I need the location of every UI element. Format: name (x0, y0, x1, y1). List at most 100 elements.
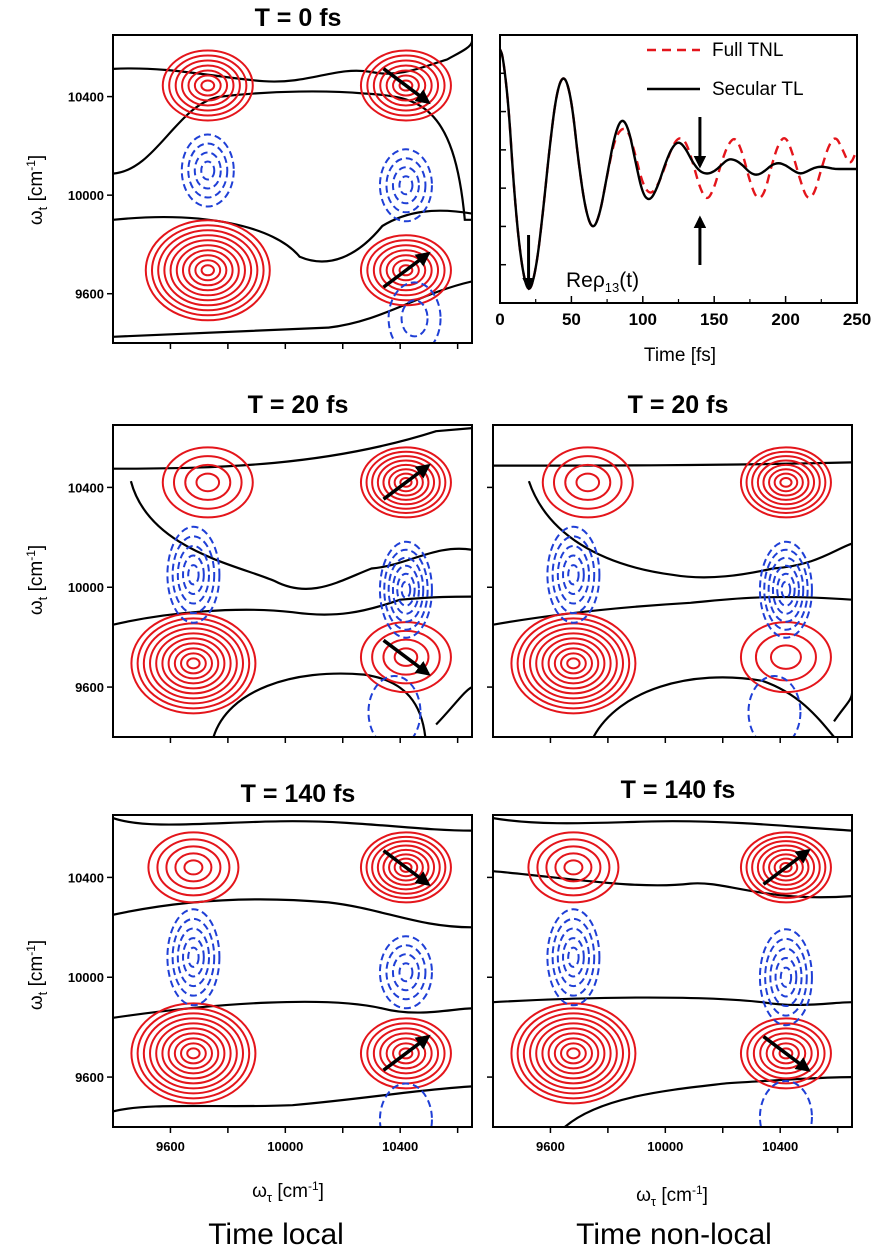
positive-contour (161, 637, 226, 690)
panel-title-bottom-right: T = 140 fs (621, 776, 736, 804)
positive-contour (560, 1042, 587, 1065)
svg-text:ωt [cm-1]: ωt [cm-1] (24, 545, 50, 615)
negative-contour (385, 157, 427, 214)
zero-contour (212, 672, 427, 737)
positive-contour (376, 459, 436, 506)
positive-contour (144, 219, 271, 322)
positive-contour (398, 79, 414, 92)
positive-contour (359, 831, 452, 904)
positive-contour (779, 862, 793, 873)
contour-panel-middle-left: 10400 10000 9600 (68, 424, 473, 743)
positive-contour (161, 49, 254, 122)
negative-contour (562, 554, 585, 595)
x-tick-label: 150 (700, 310, 728, 329)
positive-contour (359, 49, 452, 122)
negative-contour (193, 151, 222, 190)
positive-contour (552, 455, 623, 510)
positive-contour (150, 224, 265, 317)
negative-contour (758, 1080, 813, 1127)
negative-contour (391, 564, 420, 615)
plot-frame (112, 424, 473, 738)
positive-contour (385, 69, 427, 102)
negative-contour (187, 142, 229, 199)
negative-contour (400, 580, 412, 599)
positive-contour (762, 848, 810, 886)
zero-contour (592, 676, 835, 737)
positive-contour (136, 617, 251, 710)
positive-contour (393, 647, 419, 667)
direction-arrow (762, 1035, 811, 1072)
positive-contour (161, 1027, 226, 1080)
zero-contour (113, 90, 472, 221)
annotation-re-rho13: Reρ13(t) (566, 269, 639, 295)
negative-contour (171, 535, 216, 615)
positive-contour (372, 59, 440, 112)
positive-contour (180, 1042, 207, 1065)
positive-contour (161, 446, 254, 519)
positive-contour (398, 1047, 414, 1060)
positive-contour (510, 1002, 637, 1105)
positive-contour (195, 472, 221, 493)
negative-contour (400, 299, 429, 338)
negative-contour (776, 572, 796, 607)
contour-panel-top-left: 10400 10000 9600 (68, 34, 473, 349)
negative-contour (398, 962, 414, 983)
negative-contour (378, 1082, 433, 1127)
x-tick-label: 0 (495, 310, 504, 329)
positive-contour (365, 835, 447, 900)
negative-contour (180, 133, 235, 208)
zero-contour (113, 898, 472, 929)
positive-contour (399, 477, 413, 488)
negative-contour (166, 525, 221, 624)
negative-contour (187, 564, 200, 586)
positive-contour (739, 831, 832, 904)
positive-contour (155, 632, 232, 695)
positive-contour (359, 446, 452, 519)
x-tick-label: 50 (562, 310, 581, 329)
negative-contour (367, 675, 422, 737)
zero-contour (113, 1085, 472, 1113)
negative-contour (556, 927, 591, 988)
positive-contour (516, 1007, 631, 1100)
positive-contour (773, 857, 799, 878)
positive-contour (751, 840, 821, 895)
y-tick-label: 9600 (75, 680, 104, 695)
plot-frame (499, 34, 858, 304)
positive-contour (563, 859, 584, 876)
positive-contour (772, 1042, 800, 1065)
negative-contour (764, 937, 808, 1017)
positive-contour (142, 1012, 245, 1095)
negative-contour (546, 525, 601, 624)
negative-contour (774, 957, 798, 998)
positive-contour (173, 1037, 214, 1070)
positive-contour (194, 259, 222, 282)
positive-contour (136, 1007, 251, 1100)
panel-title-middle-left: T = 20 fs (248, 391, 349, 419)
positive-contour (535, 1022, 612, 1085)
negative-contour (378, 148, 433, 223)
negative-contour (551, 917, 596, 997)
positive-contour (541, 446, 634, 519)
x-tick-label: 10400 (382, 1139, 418, 1154)
positive-contour (566, 657, 581, 670)
x-axis-label-left: ωτ [cm-1] (252, 1179, 324, 1205)
negative-contour (763, 548, 809, 631)
positive-contour (566, 1047, 581, 1060)
positive-contour (752, 1027, 820, 1080)
panel-title-bottom-left: T = 140 fs (241, 780, 356, 808)
positive-contour (371, 455, 441, 510)
y-tick-label: 10400 (68, 480, 104, 495)
y-axis-label-top: ωt [cm-1] (24, 155, 50, 225)
positive-contour (193, 74, 222, 97)
positive-contour (173, 647, 214, 680)
positive-contour (376, 844, 436, 891)
x-axis-label-time: Time [fs] (644, 345, 716, 366)
zero-contour (493, 996, 852, 1007)
negative-contour (562, 937, 585, 978)
positive-contour (130, 1002, 257, 1105)
positive-contour (382, 638, 430, 676)
positive-contour (769, 644, 802, 670)
positive-contour (756, 844, 816, 891)
y-tick-label: 9600 (75, 287, 104, 302)
contour-panel-bottom-right: 9600 10000 10400 (487, 814, 853, 1154)
